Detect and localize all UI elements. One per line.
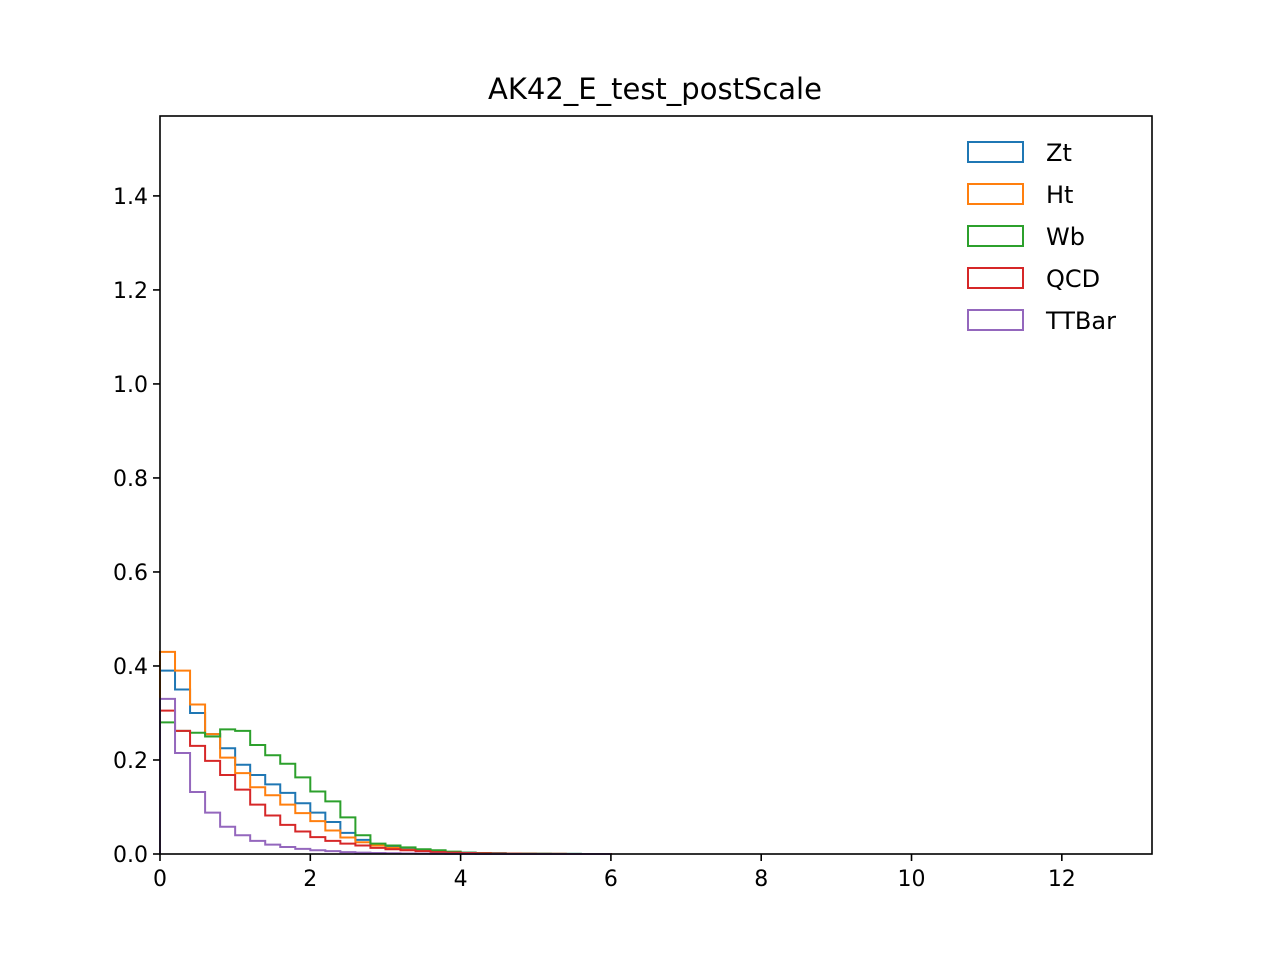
- x-axis: 0 2 4 6 8 10 12: [153, 854, 1076, 892]
- legend-swatch-ttbar: [967, 309, 1024, 331]
- x-tick-label: 6: [604, 867, 618, 892]
- y-axis: 0.0 0.2 0.4 0.6 0.8 1.0 1.2 1.4: [113, 185, 160, 868]
- y-tick-label: 0.6: [113, 561, 148, 586]
- y-tick-label: 0.4: [113, 655, 148, 680]
- legend: Zt Ht Wb QCD TTBar: [967, 139, 1116, 335]
- legend-swatch-zt: [967, 141, 1024, 163]
- y-tick-label: 1.2: [113, 279, 148, 304]
- y-tick-label: 0.0: [113, 843, 148, 868]
- x-tick-label: 0: [153, 867, 167, 892]
- x-tick-label: 4: [454, 867, 468, 892]
- legend-label-zt: Zt: [1046, 139, 1072, 167]
- legend-label-ht: Ht: [1046, 181, 1073, 209]
- x-tick-label: 10: [898, 867, 926, 892]
- y-tick-label: 1.0: [113, 373, 148, 398]
- y-tick-label: 0.8: [113, 467, 148, 492]
- legend-label-ttbar: TTBar: [1045, 307, 1116, 335]
- x-tick-label: 12: [1048, 867, 1076, 892]
- y-tick-label: 1.4: [113, 185, 148, 210]
- legend-swatch-wb: [967, 225, 1024, 247]
- chart-title: AK42_E_test_postScale: [488, 72, 822, 106]
- x-tick-label: 8: [754, 867, 768, 892]
- plot-frame: [159, 115, 1153, 855]
- legend-swatch-qcd: [967, 267, 1024, 289]
- x-tick-label: 2: [303, 867, 317, 892]
- legend-label-wb: Wb: [1046, 223, 1085, 251]
- legend-swatch-ht: [967, 183, 1024, 205]
- y-tick-label: 0.2: [113, 749, 148, 774]
- legend-label-qcd: QCD: [1046, 265, 1100, 293]
